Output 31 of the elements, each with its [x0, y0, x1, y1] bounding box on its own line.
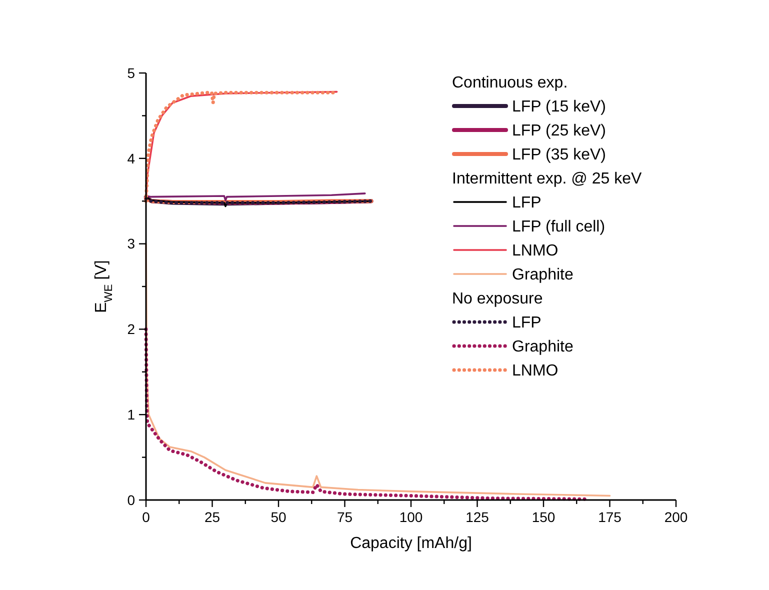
y-tick-label: 5 — [127, 64, 136, 81]
legend-label: LFP (15 keV) — [512, 98, 606, 116]
x-axis-title: Capacity [mAh/g] — [350, 535, 472, 552]
legend-label: LFP — [512, 194, 542, 212]
annotation: Continuous exp. — [452, 74, 568, 92]
line-series — [145, 242, 611, 497]
annotation: Intermittent exp. @ 25 keV — [452, 170, 642, 188]
y-tick-label: 3 — [127, 236, 136, 252]
legend-label: LNMO — [512, 242, 558, 260]
x-tick-label: 150 — [532, 509, 556, 525]
x-tick-label: 125 — [466, 509, 490, 525]
y-tick-label: 0 — [127, 492, 136, 508]
y-tick-label: 1 — [127, 406, 136, 422]
x-tick-label: 50 — [270, 509, 286, 525]
legend-label: LNMO — [512, 362, 558, 380]
legend-label: LFP — [512, 314, 542, 332]
legend-label: LFP (full cell) — [512, 218, 606, 236]
x-tick-label: 200 — [664, 509, 688, 525]
x-tick-label: 75 — [336, 509, 353, 525]
x-tick-label: 25 — [204, 509, 220, 525]
x-tick-label: 0 — [142, 509, 150, 525]
legend-label: LFP (35 keV) — [512, 146, 606, 164]
legend-label: Graphite — [512, 338, 574, 356]
x-tick-label: 175 — [598, 509, 622, 525]
legend-label: LFP (25 keV) — [512, 122, 606, 140]
y-tick-label: 4 — [127, 150, 136, 166]
annotation: No exposure — [452, 290, 543, 308]
line-series — [145, 192, 366, 202]
legend-label: Graphite — [512, 266, 574, 284]
x-tick-label: 100 — [399, 509, 423, 525]
y-tick-label: 2 — [127, 321, 136, 338]
